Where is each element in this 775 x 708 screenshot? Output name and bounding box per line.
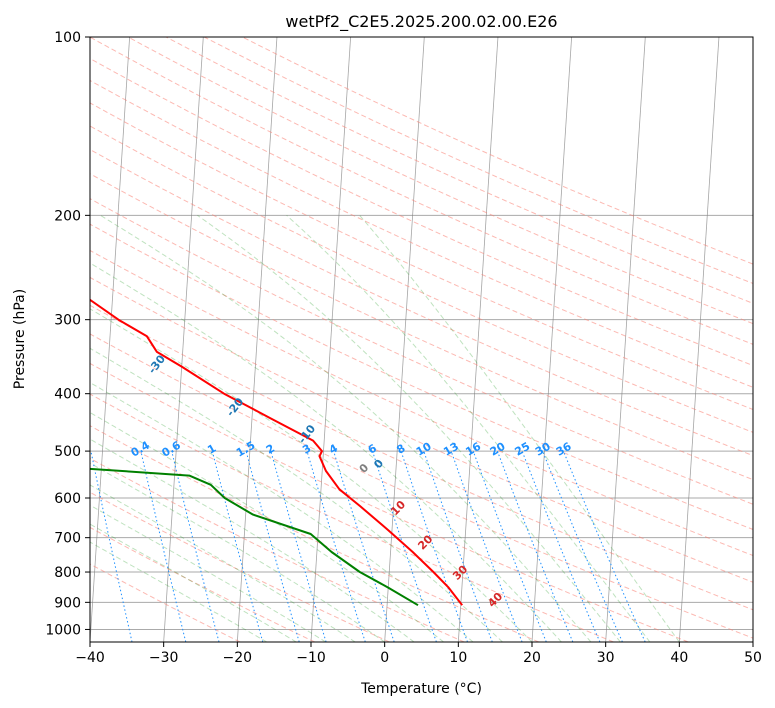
y-axis-label: Pressure (hPa) (12, 289, 28, 389)
profile-lines (90, 298, 463, 607)
isotherm-line (605, 37, 646, 642)
temperature-line (90, 298, 463, 606)
dry-adiabat-line (90, 333, 753, 639)
moist-adiabat-line (197, 214, 621, 642)
mixing-ratio-line (245, 450, 300, 642)
x-tick-label: 0 (380, 650, 389, 666)
mixing-ratio-line (171, 450, 220, 642)
mixing-ratio-line (400, 450, 468, 642)
moist-adiabat-line (359, 214, 680, 642)
moist-adiabat-line (90, 504, 326, 642)
mixing-ratio-line (372, 450, 437, 642)
mixing-ratio-line (542, 450, 623, 642)
dry-adiabat-line (90, 57, 753, 367)
x-axis: −40 −30 −20 −10 0 10 20 30 40 50 (75, 642, 762, 666)
mixing-ratio-line (270, 450, 327, 642)
y-tick-label: 300 (54, 313, 81, 329)
moist-adiabat-line (90, 381, 474, 642)
x-tick-label: −30 (149, 650, 179, 666)
y-tick-label: 400 (54, 387, 81, 403)
isotherm-line (678, 37, 720, 642)
dry-adiabat-line (90, 102, 753, 411)
dry-adiabat-line (90, 249, 753, 557)
dry-adiabat-line (90, 362, 689, 642)
y-tick-label: 100 (54, 30, 81, 46)
x-tick-label: 30 (597, 650, 615, 666)
x-tick-label: −10 (296, 650, 326, 666)
moist-adiabat-line (90, 411, 444, 642)
moist-adiabat-line (90, 462, 385, 642)
mixing-ratio-line (211, 450, 264, 642)
isotherm-line (531, 37, 573, 642)
reference-lines (90, 37, 753, 642)
moist-adiabat-line (90, 347, 503, 642)
dry-adiabat-line (90, 393, 614, 642)
x-tick-label: 20 (523, 650, 541, 666)
y-tick-label: 600 (54, 491, 81, 507)
isotherm-line (457, 37, 499, 642)
mixing-ratio-line (90, 450, 133, 642)
moist-adiabat-line (90, 438, 415, 642)
y-tick-label: 200 (54, 208, 81, 224)
mixing-ratio-line (306, 450, 366, 642)
dry-adiabat-line (90, 304, 753, 611)
x-tick-label: −40 (75, 650, 105, 666)
mixing-ratio-line (333, 450, 395, 642)
moist-adiabat-line (90, 484, 356, 642)
moist-adiabat-line (90, 262, 562, 642)
y-axis: 100 200 300 400 500 600 700 800 900 1000 (45, 30, 90, 638)
dewpoint-line (90, 467, 419, 607)
isotherm-line (90, 37, 131, 642)
mixing-ratio-line (521, 450, 601, 642)
dry-adiabat-line (90, 198, 753, 505)
mixing-ratio-line (140, 450, 187, 642)
dry-adiabat-line (165, 37, 753, 304)
mixing-ratio-line (423, 450, 493, 642)
y-tick-label: 800 (54, 565, 81, 581)
dry-adiabat-line (90, 276, 753, 583)
moist-adiabat-line (90, 541, 268, 642)
moist-adiabat-line (286, 214, 651, 642)
chart-title: wetPf2_C2E5.2025.200.02.00.E26 (285, 12, 557, 32)
dry-adiabat-line (90, 79, 753, 388)
y-tick-label: 700 (54, 531, 81, 547)
x-tick-label: −20 (223, 650, 253, 666)
y-tick-label: 1000 (45, 622, 81, 638)
x-tick-label: 10 (449, 650, 467, 666)
dry-adiabat-line (90, 425, 539, 642)
x-tick-label: 40 (670, 650, 688, 666)
mixing-ratio-line (562, 450, 646, 642)
dry-adiabat-line (90, 125, 753, 433)
moist-adiabat-line (100, 214, 592, 642)
isotherm-line (236, 37, 278, 642)
dry-adiabat-line (90, 37, 753, 345)
plot-frame (89, 36, 754, 643)
isotherm-line (384, 37, 425, 642)
x-axis-label: Temperature (°C) (360, 681, 482, 697)
dry-adiabat-line (127, 37, 753, 325)
y-tick-label: 500 (54, 444, 81, 460)
moist-adiabat-line (90, 523, 297, 642)
dry-adiabat-line (90, 148, 753, 457)
y-tick-label: 900 (54, 595, 81, 611)
x-tick-label: 50 (744, 650, 762, 666)
